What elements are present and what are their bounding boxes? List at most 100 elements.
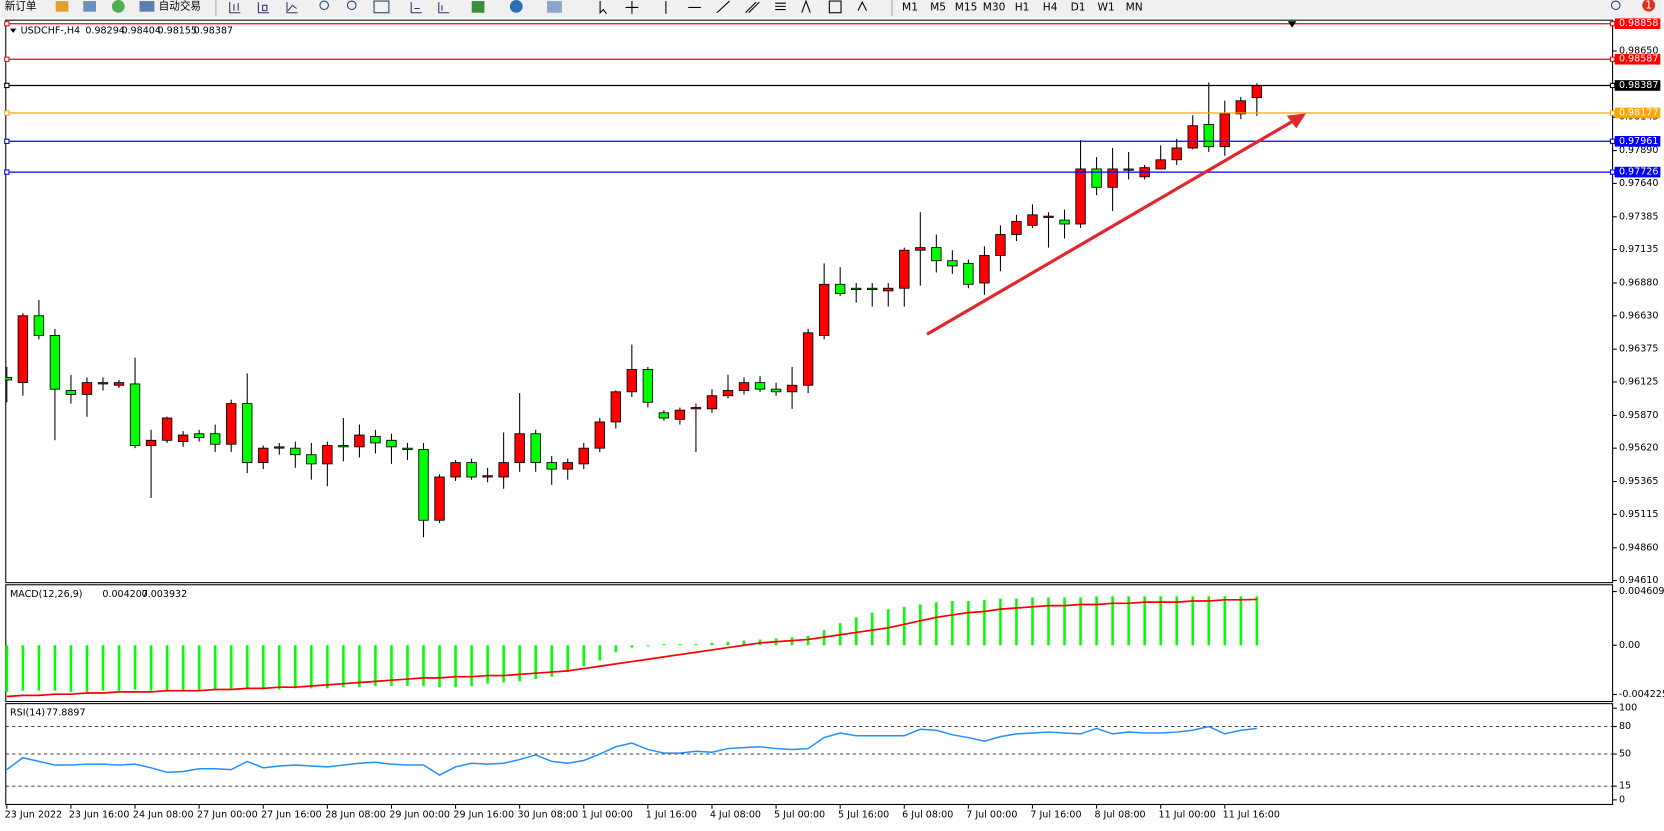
rsi-value: 77.8897	[46, 708, 85, 719]
timeframe[interactable]: M15	[955, 0, 978, 13]
candle-body	[274, 446, 285, 449]
timeframe[interactable]: H1	[1015, 0, 1030, 13]
x-tick-label: 28 Jun 08:00	[325, 810, 386, 821]
timeframe[interactable]: M30	[983, 0, 1006, 13]
level-handle	[4, 138, 10, 144]
macd-bar	[646, 645, 650, 647]
candle-body	[1091, 168, 1102, 188]
candle-body	[49, 335, 61, 390]
level-handle	[1609, 110, 1616, 116]
icon[interactable]	[410, 2, 422, 14]
candle-body	[738, 382, 750, 391]
macd-label: MACD(12,26,9)	[10, 589, 83, 600]
candle-body	[1203, 123, 1214, 148]
icon[interactable]	[599, 1, 607, 15]
macd-bar	[1239, 596, 1243, 646]
candle-body	[642, 369, 654, 403]
level-handle	[1609, 56, 1616, 62]
new-order[interactable]: 新订单	[5, 0, 37, 12]
icon[interactable]	[55, 1, 69, 12]
icon[interactable]	[775, 2, 786, 11]
toolbar: 新订单 自动交易 M1 M5 M15 M30 H1 H4 D1 W1 MN 1	[0, 0, 1664, 19]
candle-body	[802, 332, 814, 386]
candle-body	[947, 260, 958, 267]
candle-body	[867, 287, 878, 290]
icon[interactable]	[229, 2, 241, 14]
timeframe[interactable]: M1	[902, 0, 918, 13]
icon[interactable]	[286, 2, 298, 14]
icon[interactable]	[509, 0, 523, 13]
candle-body	[33, 315, 45, 336]
macd-bar	[678, 644, 682, 646]
candle-body	[1235, 100, 1247, 115]
icon[interactable]	[625, 1, 639, 14]
icon[interactable]	[111, 0, 125, 13]
x-tick-label: 24 Jun 08:00	[133, 810, 194, 821]
icon[interactable]	[438, 2, 450, 14]
y-tick-label: 0.97890	[1619, 145, 1658, 156]
macd-bar	[1015, 598, 1018, 646]
candle-body	[177, 434, 189, 443]
x-tick-label: 23 Jun 2022	[5, 810, 62, 821]
icon[interactable]	[319, 0, 329, 11]
macd-bar	[726, 641, 730, 646]
timeframes: M1 M5 M15 M30 H1 H4 D1 W1 MN	[902, 0, 1143, 13]
y-tick-label: 0.95620	[1619, 443, 1658, 454]
level-tag	[1614, 80, 1661, 91]
collapse-icon[interactable]	[10, 28, 17, 33]
timeframe[interactable]: MN	[1126, 0, 1143, 13]
macd-bar	[566, 645, 570, 673]
icon[interactable]	[801, 0, 811, 13]
icon[interactable]	[471, 1, 485, 13]
candle-body	[1219, 113, 1230, 148]
timeframe[interactable]: M5	[930, 0, 946, 13]
candle-body	[338, 445, 349, 448]
timeframe[interactable]: H4	[1043, 0, 1058, 13]
timeframe[interactable]: D1	[1071, 0, 1086, 13]
icon[interactable]	[857, 0, 867, 11]
icon[interactable]	[547, 1, 562, 13]
y-tick-label: 0.96880	[1619, 277, 1658, 288]
macd-bar	[1207, 596, 1211, 646]
y-tick-label: 100	[1619, 703, 1637, 714]
macd-bar	[149, 645, 153, 691]
notification-badge[interactable]	[1642, 0, 1656, 12]
icon[interactable]	[745, 1, 760, 14]
ohlc-high: 0.98404	[121, 25, 160, 36]
macd-bar	[919, 604, 922, 646]
x-tick-label: 11 Jul 16:00	[1223, 810, 1280, 821]
y-tick-label: 0.96125	[1619, 376, 1658, 387]
icon[interactable]	[139, 1, 155, 12]
level-handle	[4, 56, 10, 62]
candle-body	[899, 249, 910, 289]
search-icon[interactable]	[1610, 0, 1621, 11]
icon[interactable]	[257, 2, 269, 14]
x-tick-label: 29 Jun 00:00	[389, 810, 450, 821]
ohlc-close: 0.98387	[194, 25, 233, 36]
icon[interactable]	[346, 0, 357, 11]
level-tag	[1614, 53, 1661, 65]
macd-bar	[1031, 597, 1034, 646]
timeframe[interactable]: W1	[1098, 0, 1115, 13]
candle-body	[658, 412, 670, 419]
macd-bar	[37, 645, 41, 691]
icon[interactable]	[716, 0, 730, 14]
macd-bar	[101, 645, 105, 691]
ohlc-open: 0.98294	[85, 25, 124, 36]
icon[interactable]	[83, 1, 96, 12]
toolbar-bg	[0, 0, 1664, 19]
macd-bar	[197, 645, 201, 691]
candle-body	[786, 384, 798, 393]
candle-body	[1075, 168, 1086, 225]
candle-body	[17, 315, 29, 384]
icon[interactable]	[828, 0, 842, 14]
macd-bar	[1223, 596, 1227, 646]
icon[interactable]	[373, 0, 390, 14]
level-label: 0.98387	[1619, 80, 1658, 91]
macd-bar	[1079, 597, 1082, 646]
macd-bar	[598, 645, 602, 661]
y-tick-label: 15	[1619, 781, 1631, 792]
level-label: 0.98177	[1619, 107, 1658, 118]
auto-trading[interactable]: 自动交易	[159, 0, 201, 12]
